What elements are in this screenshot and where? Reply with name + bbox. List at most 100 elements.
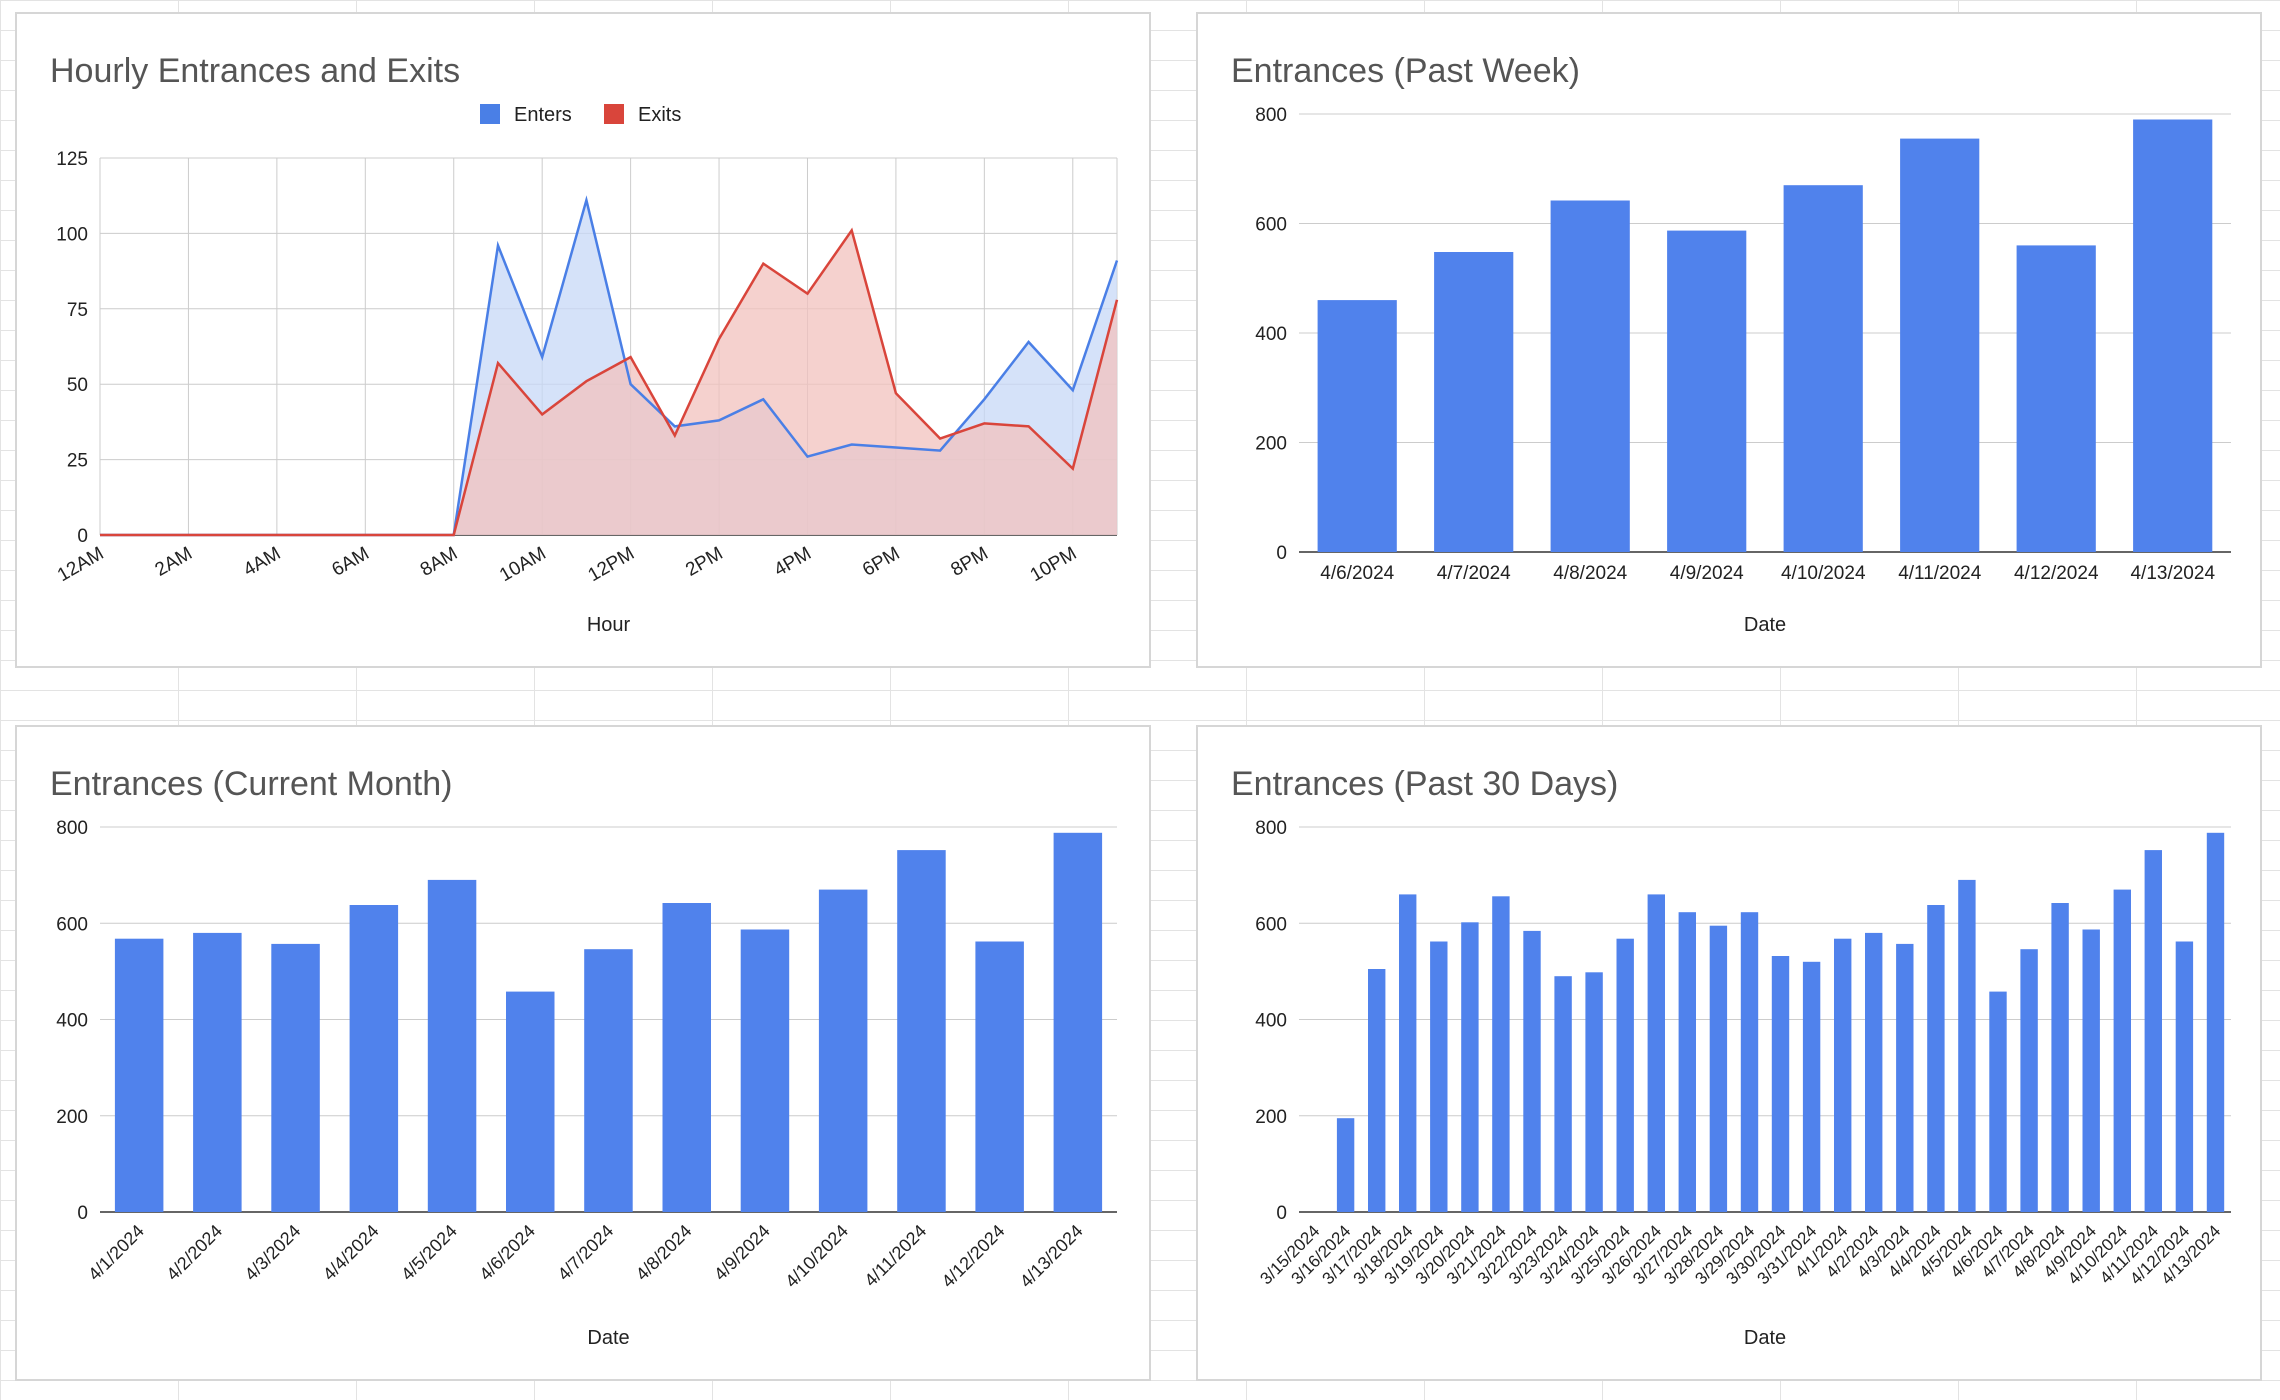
bar [1461,922,1479,1212]
x-axis-title: Date [1744,1327,1786,1349]
bar [1900,138,1980,552]
x-axis-title: Hour [587,614,631,636]
bar [271,943,320,1212]
bar [2144,850,2162,1212]
bar [2175,941,2194,1212]
bar [897,850,946,1212]
y-tick-label: 400 [1255,1011,1287,1032]
y-tick-label: 200 [56,1107,88,1128]
legend-swatch-exits [604,104,624,124]
x-axis-title: Date [1744,614,1786,636]
x-tick-label: 4/5/2024 [397,1221,461,1285]
bar [1771,956,1790,1212]
bar [1647,894,1665,1212]
chart-title: Entrances (Past Week) [1231,52,1580,90]
y-tick-label: 50 [67,375,88,396]
x-tick-label: 4/8/2024 [1553,563,1627,584]
bar [2082,929,2100,1212]
x-tick-label: 4PM [771,543,815,581]
bar [427,879,477,1212]
y-tick-label: 0 [1276,543,1287,564]
bar [1678,912,1696,1212]
x-tick-label: 4/13/2024 [1016,1221,1087,1292]
x-tick-label: 4/12/2024 [938,1221,1009,1292]
legend-label-exits: Exits [638,104,681,126]
x-tick-label: 4/7/2024 [1437,563,1511,584]
bar-chart-canvas: 0 200 400 600 800 4/1/2024 4/2/2024 4/3/2024 4/4… [56,818,1117,1349]
bar-chart-canvas: 0 200 400 600 800 4/6/2024 4/7/2024 4/8/2024 4/9… [1255,105,2231,636]
y-tick-label: 25 [67,451,88,472]
y-tick-label: 100 [56,224,88,245]
bar [506,991,555,1212]
bar [1958,879,1976,1212]
chart-title: Hourly Entrances and Exits [50,52,461,90]
y-tick-label: 125 [56,149,88,170]
bar [1616,938,1634,1212]
x-tick-label: 4/10/2024 [1781,563,1866,584]
series-area-exits [100,230,1117,535]
bar [1368,969,1386,1212]
x-tick-label: 4/6/2024 [475,1221,539,1285]
x-tick-label: 6PM [859,543,903,581]
x-tick-label: 4/7/2024 [554,1221,618,1285]
x-tick-label: 8AM [417,543,461,581]
bar [2051,903,2069,1212]
entrances-past-week-chart[interactable]: Entrances (Past Week) 0 200 400 600 800 4/6/2… [1196,12,2262,668]
x-tick-label: 12AM [54,543,107,586]
x-tick-label: 4/12/2024 [2014,563,2099,584]
x-tick-label: 4/4/2024 [319,1221,383,1285]
x-tick-label: 4/2/2024 [162,1221,226,1285]
x-tick-label: 10AM [496,543,549,586]
entrances-current-month-chart[interactable]: Entrances (Current Month) 0 200 400 600 800 4… [15,725,1151,1381]
bar-chart-canvas: 02004006008003/15/20243/16/20243/17/2024… [1255,818,2231,1349]
bar [349,905,399,1212]
y-tick-label: 800 [1255,105,1287,126]
bar [2020,949,2038,1212]
bar [1989,991,2007,1212]
y-tick-label: 600 [1255,914,1287,935]
x-tick-label: 4/10/2024 [781,1221,852,1292]
bar [1865,932,1883,1212]
x-tick-label: 4AM [240,543,284,581]
chart-title: Entrances (Past 30 Days) [1231,765,1619,803]
bar [2113,889,2131,1212]
bar [1336,1118,1355,1212]
bar [1927,905,1945,1212]
bar [1434,252,1514,552]
bar [1709,925,1728,1212]
bar [818,889,868,1212]
bar [975,941,1024,1212]
bar [1399,894,1417,1212]
x-tick-label: 4/6/2024 [1320,563,1394,584]
y-tick-label: 400 [56,1011,88,1032]
bar [1317,300,1397,552]
x-tick-label: 4/3/2024 [241,1221,305,1285]
x-tick-label: 6AM [328,543,372,581]
y-tick-label: 600 [1255,215,1287,236]
bar [1554,976,1572,1212]
bar [1740,912,1759,1212]
entrances-past-30-days-chart[interactable]: Entrances (Past 30 Days) 0 200 400 600 800 3/… [1196,725,2262,1381]
x-tick-label: 10PM [1027,543,1080,586]
bar [1053,832,1103,1212]
x-tick-label: 12PM [585,543,638,586]
x-tick-label: 2AM [152,543,196,581]
bar [1492,896,1510,1212]
y-tick-label: 75 [67,300,88,321]
chart-title: Entrances (Current Month) [50,765,453,803]
x-tick-label: 4/9/2024 [1670,563,1744,584]
bar [2016,245,2096,552]
y-tick-label: 600 [56,914,88,935]
x-tick-label: 4/8/2024 [632,1221,696,1285]
bar [1585,972,1603,1212]
hourly-entrances-exits-chart[interactable]: Hourly Entrances and Exits 0 25 50 75 100 125… [15,12,1151,668]
x-tick-label: 4/9/2024 [710,1221,774,1285]
bar [662,903,711,1212]
bar [1667,230,1747,552]
bar [1834,938,1852,1212]
bar [114,938,164,1212]
x-axis-title: Date [587,1327,629,1349]
x-tick-label: 4/1/2024 [84,1221,148,1285]
bar [2206,832,2225,1212]
bar [584,949,633,1212]
